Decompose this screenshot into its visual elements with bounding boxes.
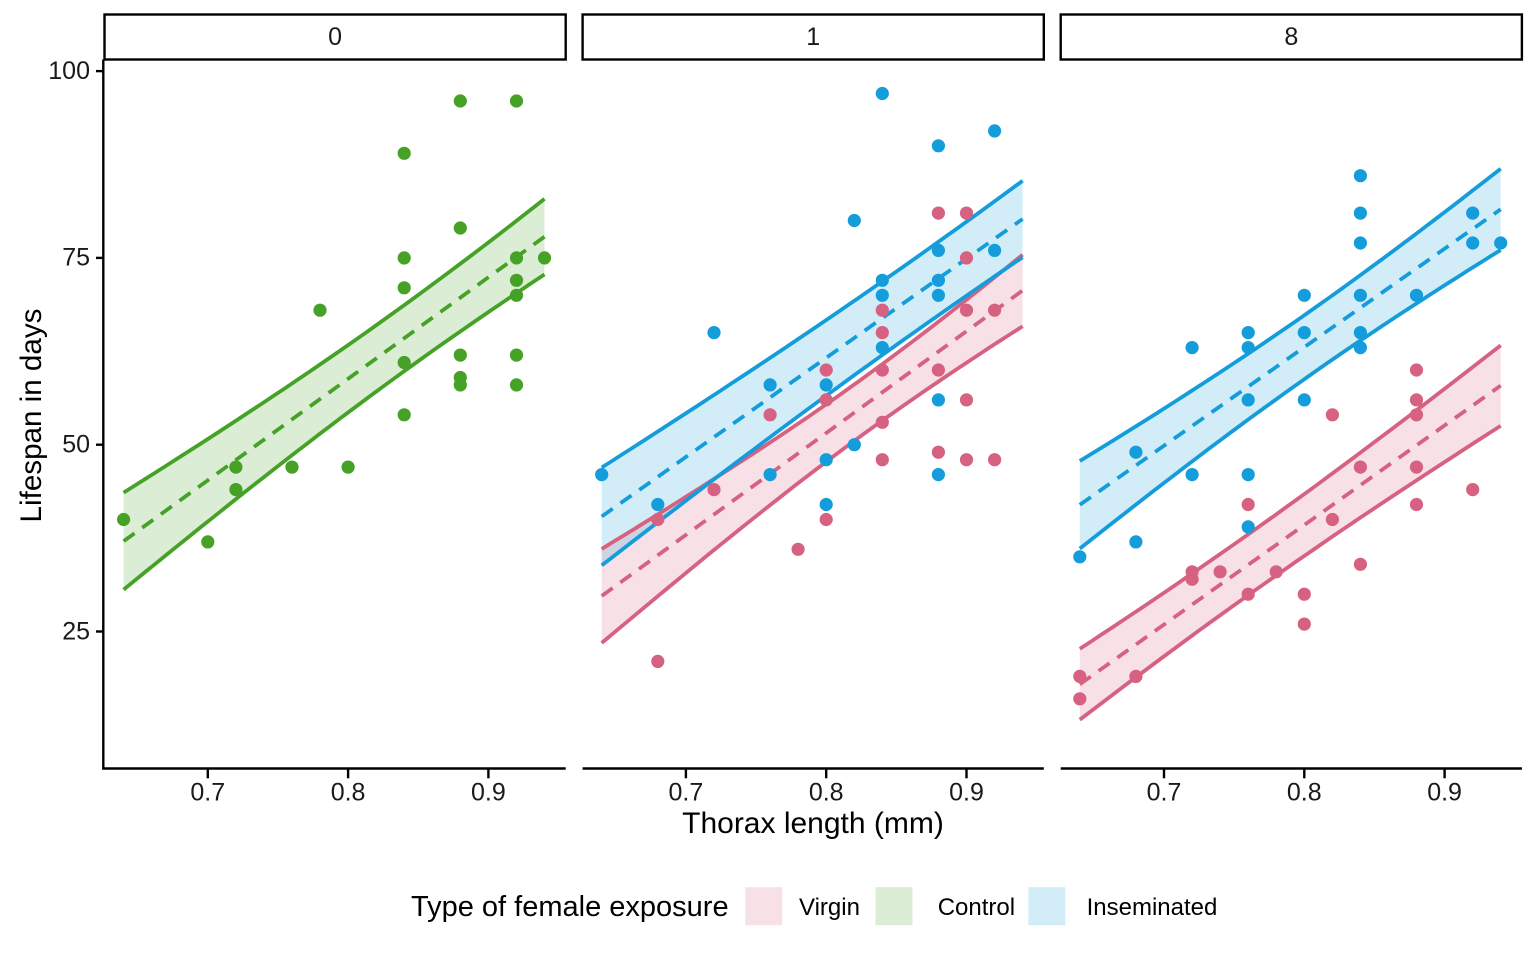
svg-text:0.9: 0.9	[1427, 778, 1462, 806]
svg-text:75: 75	[62, 244, 90, 272]
svg-text:1: 1	[806, 23, 820, 51]
svg-text:100: 100	[48, 57, 90, 85]
svg-text:Virgin: Virgin	[799, 894, 860, 921]
svg-text:0: 0	[328, 23, 342, 51]
svg-text:Lifespan in days: Lifespan in days	[15, 309, 48, 523]
svg-text:0.9: 0.9	[949, 778, 984, 806]
svg-text:0.7: 0.7	[1147, 778, 1182, 806]
svg-text:Type of female exposure: Type of female exposure	[411, 891, 729, 923]
svg-text:0.8: 0.8	[1287, 778, 1322, 806]
svg-text:Control: Control	[938, 894, 1015, 921]
svg-text:0.8: 0.8	[331, 778, 366, 806]
svg-text:0.7: 0.7	[190, 778, 225, 806]
svg-text:25: 25	[62, 617, 90, 645]
svg-text:Inseminated: Inseminated	[1087, 894, 1218, 921]
svg-text:0.7: 0.7	[669, 778, 704, 806]
svg-text:0.9: 0.9	[471, 778, 506, 806]
svg-text:50: 50	[62, 431, 90, 459]
svg-text:0.8: 0.8	[809, 778, 844, 806]
svg-text:Thorax length (mm): Thorax length (mm)	[682, 807, 944, 840]
svg-text:8: 8	[1284, 23, 1298, 51]
